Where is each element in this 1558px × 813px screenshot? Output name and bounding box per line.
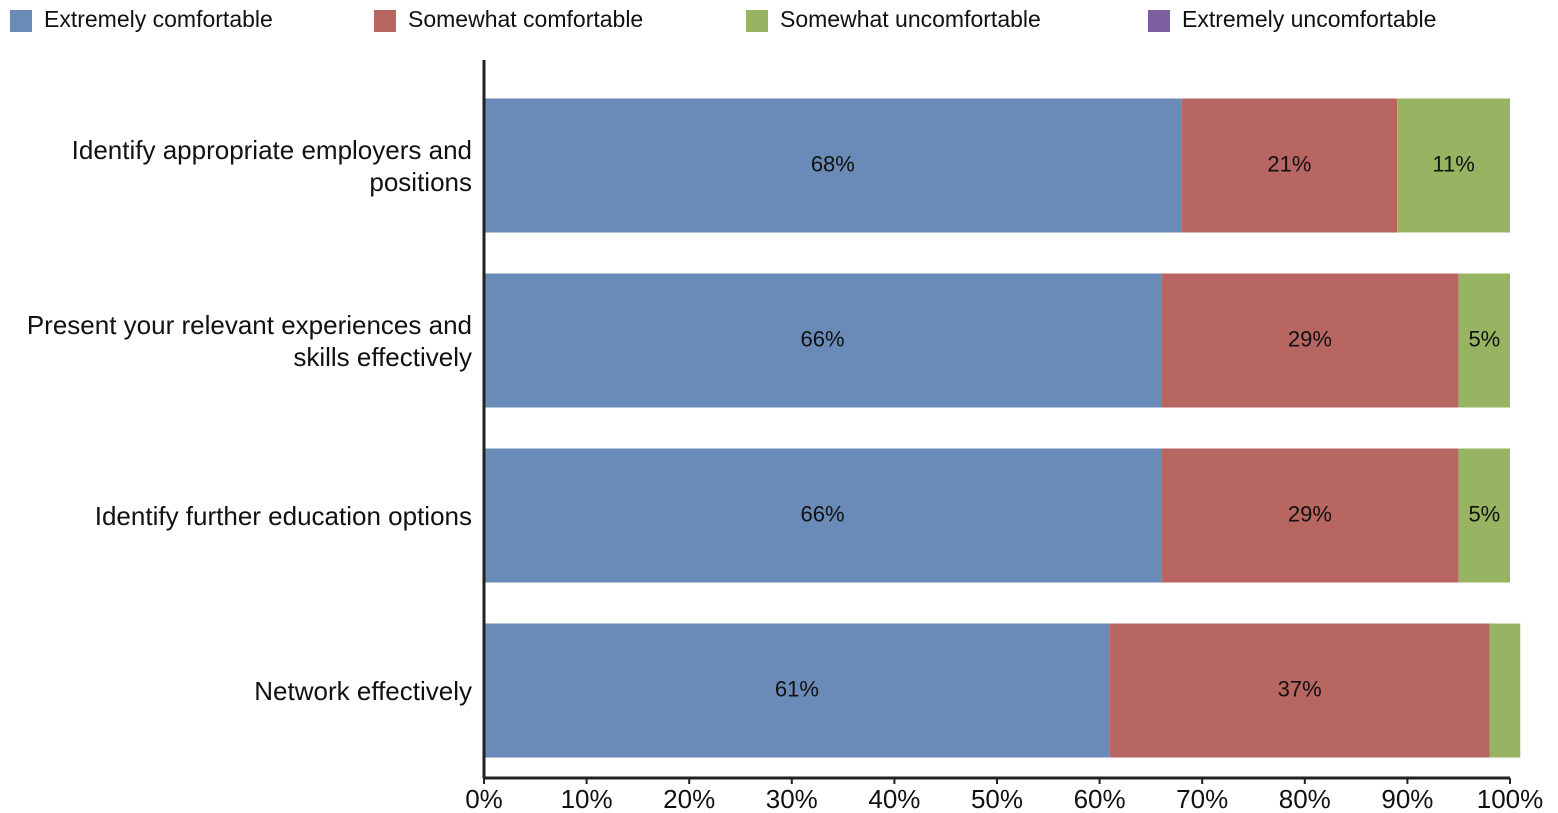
- x-tick-label: 60%: [1074, 784, 1126, 813]
- category-label: Network effectively: [254, 675, 472, 706]
- category-label: Identify further education options: [94, 500, 472, 531]
- legend-label: Extremely uncomfortable: [1182, 6, 1436, 32]
- bar-segment: [1397, 98, 1510, 233]
- x-tick-label: 40%: [868, 784, 920, 813]
- x-tick-label: 50%: [971, 784, 1023, 813]
- bar-segment: [1161, 273, 1459, 408]
- bar-segment: [484, 623, 1110, 758]
- value-label: 68%: [811, 151, 855, 176]
- category-label: Identify appropriate employers and posit…: [71, 134, 472, 197]
- x-tick-label: 70%: [1176, 784, 1228, 813]
- value-label: 29%: [1288, 326, 1332, 351]
- x-tick-label: 30%: [766, 784, 818, 813]
- legend-label: Somewhat comfortable: [408, 6, 643, 32]
- bar-segment: [484, 448, 1162, 583]
- value-label: 5%: [1468, 501, 1500, 526]
- bar-segment: [1489, 623, 1521, 758]
- bar-segment: [1458, 273, 1510, 408]
- bar-segment: [1458, 448, 1510, 583]
- legend-label: Extremely comfortable: [44, 6, 273, 32]
- bar-segment: [484, 98, 1182, 233]
- value-label: 5%: [1468, 326, 1500, 351]
- value-label: 66%: [801, 501, 845, 526]
- legend-swatch: [10, 10, 32, 32]
- value-label: 29%: [1288, 501, 1332, 526]
- x-tick-label: 90%: [1381, 784, 1433, 813]
- x-tick-label: 20%: [663, 784, 715, 813]
- value-label: 66%: [801, 326, 845, 351]
- bar-segment: [1109, 623, 1490, 758]
- value-label: 61%: [775, 676, 819, 701]
- legend-swatch: [374, 10, 396, 32]
- legend-swatch: [746, 10, 768, 32]
- value-label: 11%: [1432, 151, 1474, 176]
- value-label: 21%: [1267, 151, 1311, 176]
- bar-segment: [1161, 448, 1459, 583]
- category-label: Present your relevant experiences and sk…: [26, 309, 472, 372]
- bar-segment: [1181, 98, 1398, 233]
- value-label: 37%: [1278, 676, 1322, 701]
- x-tick-label: 0%: [465, 784, 503, 813]
- bar-segment: [484, 273, 1162, 408]
- x-tick-label: 10%: [561, 784, 613, 813]
- x-tick-label: 100%: [1477, 784, 1544, 813]
- legend-swatch: [1148, 10, 1170, 32]
- x-tick-label: 80%: [1279, 784, 1331, 813]
- legend-label: Somewhat uncomfortable: [780, 6, 1041, 32]
